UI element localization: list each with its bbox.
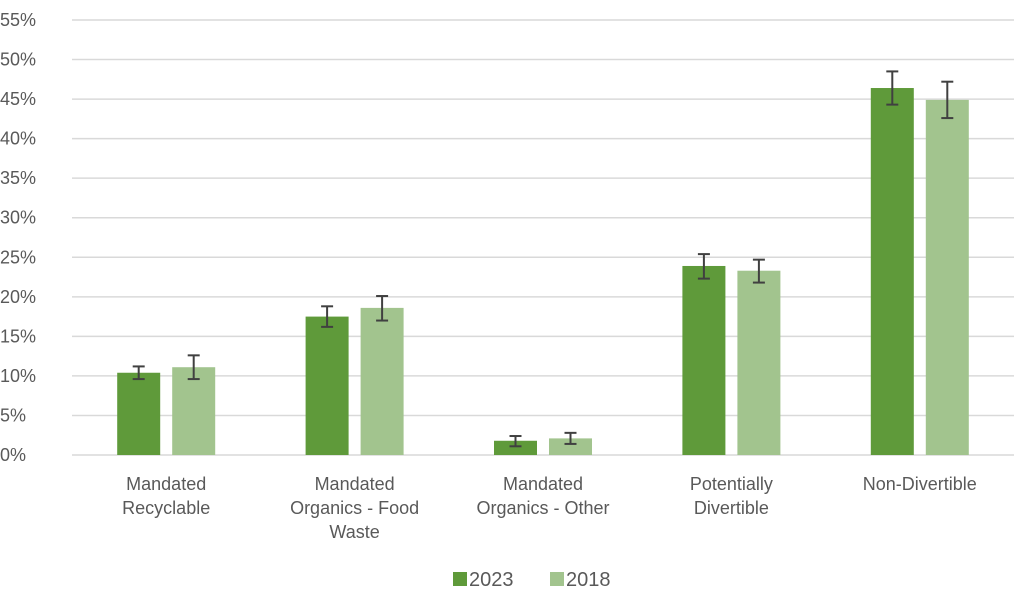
legend-label: 2023 — [469, 569, 514, 591]
category-label-line: Mandated — [126, 474, 206, 494]
x-axis-category-labels: Mandated Recyclable Mandated Organics - Foo… — [122, 474, 977, 542]
bar-2023-1 — [117, 372, 161, 455]
bar-2018-3 — [549, 438, 592, 455]
category-label: Mandated Organics - Food Waste — [290, 474, 419, 542]
error-bar-2018-3 — [564, 431, 577, 445]
y-tick-label: 25% — [0, 247, 36, 267]
y-tick-label: 10% — [0, 366, 36, 386]
category-label-line: Non-Divertible — [863, 474, 977, 494]
error-bar-2023-4 — [697, 253, 710, 280]
category-label-line: Waste — [329, 522, 379, 542]
category-label-line: Potentially — [690, 474, 773, 494]
bar-2018-1 — [172, 367, 216, 455]
bar-2023-4 — [682, 265, 726, 455]
bars — [117, 88, 969, 455]
legend-item-2018: 2018 — [550, 569, 611, 591]
bar-2023-2 — [305, 316, 349, 455]
error-bar-2018-2 — [376, 295, 389, 322]
error-bars — [132, 70, 954, 448]
bar-2018-5 — [925, 99, 969, 455]
y-tick-label: 30% — [0, 208, 36, 228]
error-bar-2023-5 — [886, 70, 899, 106]
legend-swatch — [453, 572, 467, 586]
legend: 2023 2018 — [453, 569, 611, 591]
y-tick-label: 45% — [0, 89, 36, 109]
category-label: Mandated Recyclable — [122, 474, 210, 518]
y-tick-label: 50% — [0, 50, 36, 70]
category-label-line: Organics - Other — [476, 498, 609, 518]
legend-item-2023: 2023 — [453, 569, 514, 591]
category-label-line: Organics - Food — [290, 498, 419, 518]
bar-2018-4 — [737, 270, 781, 455]
error-bar-2018-1 — [187, 354, 200, 381]
category-label: Non-Divertible — [863, 474, 977, 494]
legend-label: 2018 — [566, 569, 611, 591]
category-label: Potentially Divertible — [690, 474, 773, 518]
error-bar-2018-4 — [752, 258, 765, 284]
bar-2018-2 — [360, 307, 404, 455]
gridlines — [72, 19, 1014, 456]
error-bar-2018-5 — [941, 80, 954, 120]
error-bar-2023-1 — [132, 365, 145, 381]
y-tick-label: 40% — [0, 129, 36, 149]
y-tick-label: 5% — [0, 405, 26, 425]
legend-swatch — [550, 572, 564, 586]
y-tick-label: 20% — [0, 287, 36, 307]
error-bar-2023-3 — [509, 435, 522, 448]
category-label-line: Divertible — [694, 498, 769, 518]
y-tick-label: 15% — [0, 326, 36, 346]
y-axis-tick-labels: 0% 5% 10% 15% 20% 25% 30% 35% 40% 45% 50% 55% — [0, 10, 36, 465]
bar-2023-5 — [870, 88, 914, 455]
category-label-line: Mandated — [503, 474, 583, 494]
y-tick-label: 0% — [0, 445, 26, 465]
category-label-line: Recyclable — [122, 498, 210, 518]
bar-2023-3 — [494, 440, 537, 455]
category-label-line: Mandated — [315, 474, 395, 494]
y-tick-label: 35% — [0, 168, 36, 188]
category-label: Mandated Organics - Other — [476, 474, 609, 518]
error-bar-2023-2 — [321, 305, 334, 328]
y-tick-label: 55% — [0, 10, 36, 30]
